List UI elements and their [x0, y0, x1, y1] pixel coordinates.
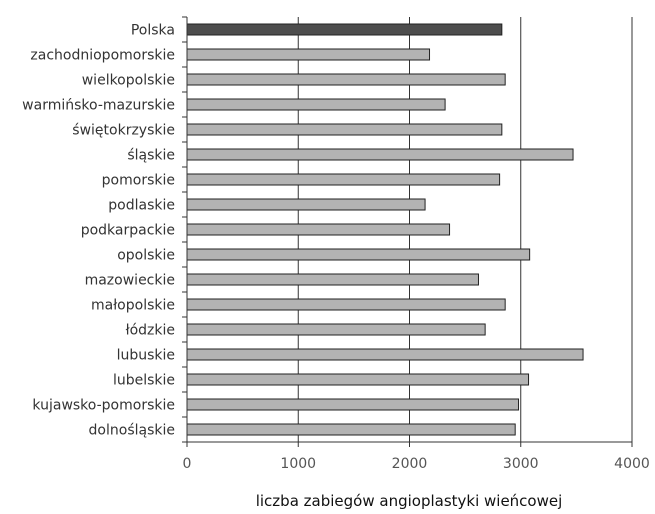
category-label: małopolskie — [91, 298, 175, 314]
category-label: śląskie — [127, 148, 175, 164]
x-tick-label: 1000 — [280, 456, 316, 472]
x-tick-label: 3000 — [503, 456, 539, 472]
category-label: lubelskie — [113, 373, 175, 389]
category-label: zachodniopomorskie — [30, 48, 175, 64]
bar-2 — [186, 73, 506, 86]
axes — [182, 16, 633, 447]
bar-9 — [186, 248, 531, 261]
bar-13 — [186, 348, 584, 361]
bar-15 — [186, 398, 520, 411]
x-axis-title: liczba zabiegów angioplastyki wieńcowej — [256, 492, 563, 510]
bar-10 — [186, 273, 479, 286]
bar-8 — [186, 223, 451, 236]
bar-12 — [186, 323, 486, 336]
x-tick-label: 2000 — [392, 456, 428, 472]
category-label: podkarpackie — [81, 223, 175, 239]
category-label: lubuskie — [117, 348, 175, 364]
category-label: świętokrzyskie — [72, 123, 175, 139]
bar-4 — [186, 123, 503, 136]
category-labels: Polska zachodniopomorskie wielkopolskie war… — [22, 23, 175, 439]
bar-14 — [186, 373, 530, 386]
bar-0 — [186, 23, 503, 36]
bars — [186, 23, 584, 436]
x-tick-labels: 0 1000 2000 3000 4000 — [183, 456, 650, 472]
category-label: mazowieckie — [85, 273, 175, 289]
category-label: wielkopolskie — [82, 73, 175, 89]
bar-5 — [186, 148, 574, 161]
category-label: opolskie — [117, 248, 175, 264]
bar-3 — [186, 98, 446, 111]
category-label: dolnośląskie — [89, 423, 175, 439]
category-label: warmińsko-mazurskie — [22, 98, 175, 114]
bar-1 — [186, 48, 431, 61]
bar-7 — [186, 198, 426, 211]
bar-6 — [186, 173, 501, 186]
bar-16 — [186, 423, 516, 436]
bar-11 — [186, 298, 506, 311]
category-label: kujawsko-pomorskie — [32, 398, 175, 414]
x-tick-label: 0 — [183, 456, 192, 472]
category-label: podlaskie — [108, 198, 175, 214]
category-label: pomorskie — [102, 173, 175, 189]
category-label: Polska — [131, 23, 175, 39]
category-label: łódzkie — [126, 323, 175, 339]
x-tick-label: 4000 — [614, 456, 650, 472]
